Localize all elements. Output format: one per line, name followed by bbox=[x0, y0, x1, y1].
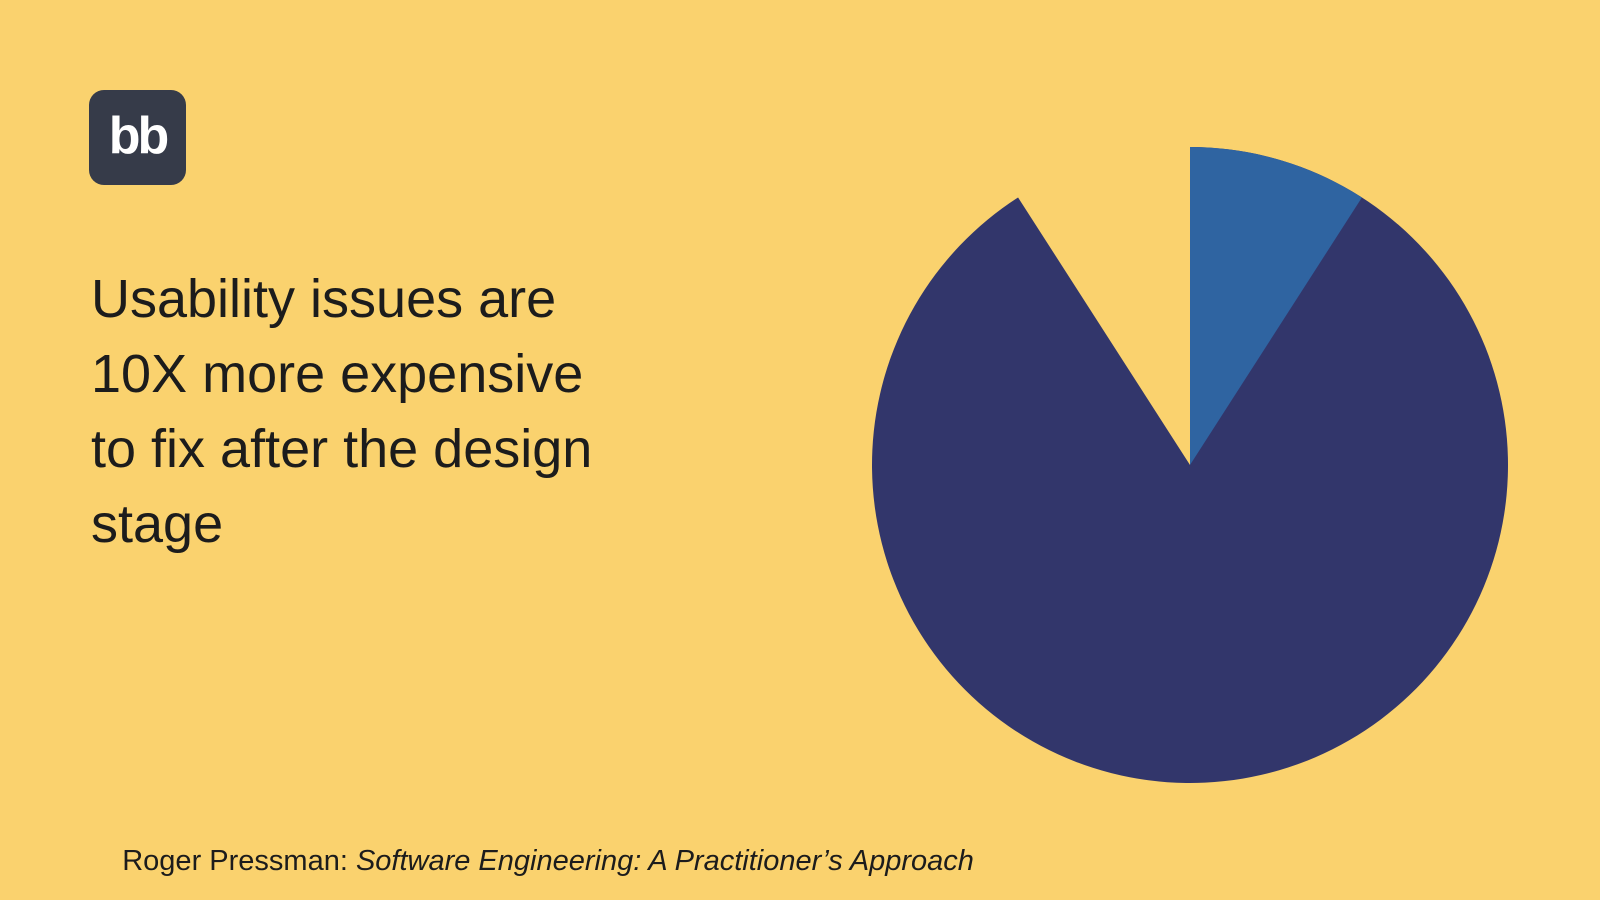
bb-logo: bb bbox=[89, 90, 186, 185]
attribution-author: Roger Pressman: bbox=[122, 845, 356, 877]
bb-logo-text: bb bbox=[108, 106, 170, 165]
attribution-book-title: Software Engineering: A Practitioner’s A… bbox=[355, 845, 974, 877]
attribution: Roger Pressman: Software Engineering: A … bbox=[90, 812, 974, 900]
pie-slice bbox=[1190, 147, 1362, 465]
pie-chart bbox=[872, 147, 1508, 783]
headline: Usability issues are 10X more expensive … bbox=[91, 269, 593, 554]
pie-slice bbox=[872, 147, 1508, 783]
